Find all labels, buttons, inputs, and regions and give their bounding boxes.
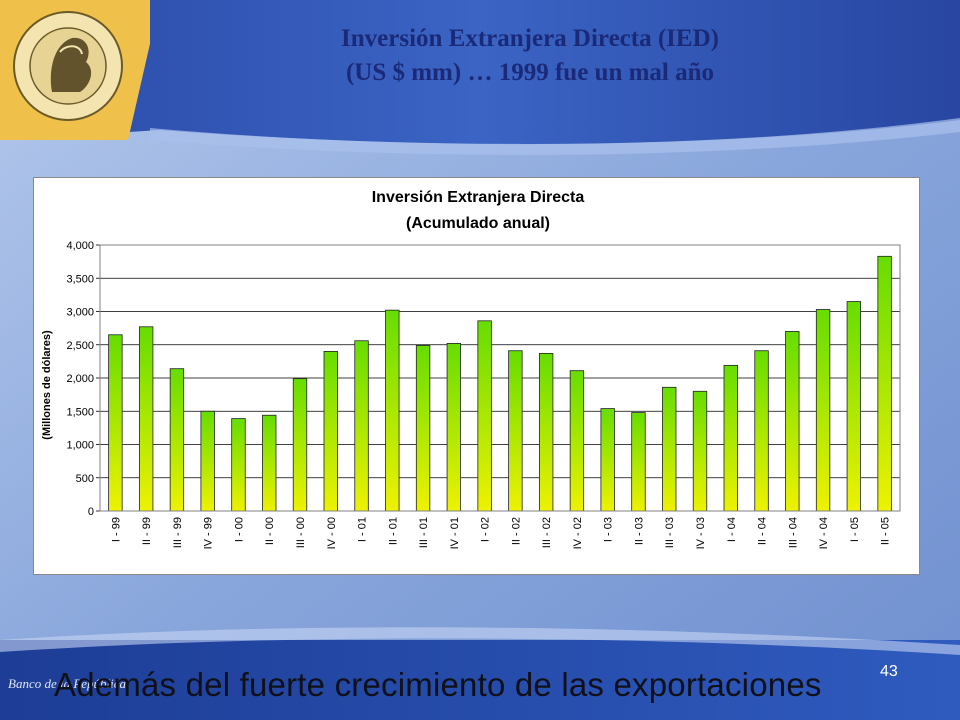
slide-title-line-1: Inversión Extranjera Directa (IED) bbox=[341, 25, 719, 52]
slide-title: Inversión Extranjera Directa (IED) (US $… bbox=[170, 22, 890, 90]
bar bbox=[323, 350, 338, 512]
x-tick-label: IV - 00 bbox=[326, 517, 338, 549]
bar bbox=[600, 408, 615, 512]
x-tick-label: III - 02 bbox=[541, 517, 553, 548]
x-tick-label: I - 04 bbox=[726, 517, 738, 542]
x-tick-label: I - 05 bbox=[849, 517, 861, 542]
bar bbox=[262, 414, 277, 512]
x-tick-label: II - 03 bbox=[633, 517, 645, 545]
bar bbox=[385, 309, 400, 512]
x-tick-label: III - 99 bbox=[172, 517, 184, 548]
bar bbox=[877, 255, 892, 512]
x-tick-label: II - 04 bbox=[757, 517, 769, 545]
x-tick-label: IV - 99 bbox=[203, 517, 215, 549]
y-tick-label: 2,000 bbox=[66, 373, 94, 385]
bar bbox=[415, 345, 431, 512]
x-tick-label: II - 00 bbox=[264, 517, 276, 545]
x-tick-label: III - 00 bbox=[295, 517, 307, 548]
bar bbox=[354, 340, 369, 512]
y-tick-label: 3,000 bbox=[66, 307, 94, 319]
x-tick-label: II - 02 bbox=[510, 517, 522, 545]
bar bbox=[723, 364, 738, 512]
y-tick-label: 3,500 bbox=[66, 273, 94, 285]
page-number: 43 bbox=[880, 663, 898, 680]
y-tick-label: 4,000 bbox=[66, 240, 94, 252]
bar bbox=[231, 418, 246, 512]
chart-bars bbox=[108, 255, 892, 512]
bar bbox=[538, 352, 554, 512]
bar bbox=[662, 386, 677, 512]
chart-subtitle: (Acumulado anual) bbox=[406, 215, 550, 232]
y-tick-label: 0 bbox=[88, 506, 94, 518]
chart-container: Inversión Extranjera Directa (Acumulado … bbox=[33, 177, 920, 575]
bar bbox=[508, 350, 523, 512]
x-tick-label: IV - 01 bbox=[449, 517, 461, 549]
x-tick-label: II - 01 bbox=[387, 517, 399, 545]
signature-logo: Banco de la República bbox=[8, 676, 127, 691]
plot-area bbox=[99, 244, 901, 512]
footer-text: Además del fuerte crecimiento de las exp… bbox=[54, 666, 822, 703]
y-tick-label: 2,500 bbox=[66, 340, 94, 352]
bar bbox=[754, 350, 769, 512]
bar bbox=[292, 378, 308, 512]
chart-title: Inversión Extranjera Directa bbox=[372, 189, 585, 206]
x-tick-label: III - 01 bbox=[418, 517, 430, 548]
x-tick-label: I - 99 bbox=[110, 517, 122, 542]
x-tick-label: IV - 02 bbox=[572, 517, 584, 549]
bar bbox=[446, 343, 462, 512]
x-tick-label: I - 01 bbox=[357, 517, 369, 542]
y-tick-labels: 0 500 1,000 1,500 2,000 2,500 3,000 3,500 4,000 bbox=[66, 240, 94, 518]
x-tick-labels: I - 99 II - 99 III - 99 IV - 99 I - 00 II - 0… bbox=[110, 517, 891, 549]
x-tick-label: III - 04 bbox=[787, 517, 799, 548]
bar bbox=[200, 410, 215, 512]
bar bbox=[169, 368, 185, 512]
x-tick-label: III - 03 bbox=[664, 517, 676, 548]
bar bbox=[108, 334, 123, 512]
bar bbox=[569, 370, 585, 512]
x-tick-label: I - 00 bbox=[233, 517, 245, 542]
y-tick-label: 1,500 bbox=[66, 406, 94, 418]
banco-de-la-republica-logo bbox=[13, 11, 123, 121]
x-tick-label: I - 02 bbox=[480, 517, 492, 542]
x-tick-label: I - 03 bbox=[603, 517, 615, 542]
bar bbox=[631, 412, 646, 512]
y-tick-label: 1,000 bbox=[66, 440, 94, 452]
bar bbox=[477, 320, 492, 512]
chart-grid bbox=[96, 244, 900, 512]
y-tick-label: 500 bbox=[76, 473, 94, 485]
bar bbox=[846, 301, 862, 512]
bar bbox=[815, 309, 831, 512]
logo-panel bbox=[0, 0, 150, 140]
x-tick-label: II - 05 bbox=[880, 517, 892, 545]
x-tick-label: IV - 03 bbox=[695, 517, 707, 549]
bar-chart: Inversión Extranjera Directa (Acumulado … bbox=[41, 189, 901, 549]
x-tick-label: IV - 04 bbox=[818, 517, 830, 549]
x-tick-label: II - 99 bbox=[141, 517, 153, 545]
bar bbox=[138, 326, 154, 512]
bar bbox=[785, 331, 800, 512]
slide-title-line-2: (US $ mm) … 1999 fue un mal año bbox=[345, 59, 715, 86]
y-axis-label: (Millones de dólares) bbox=[41, 330, 53, 440]
bar bbox=[692, 390, 708, 512]
